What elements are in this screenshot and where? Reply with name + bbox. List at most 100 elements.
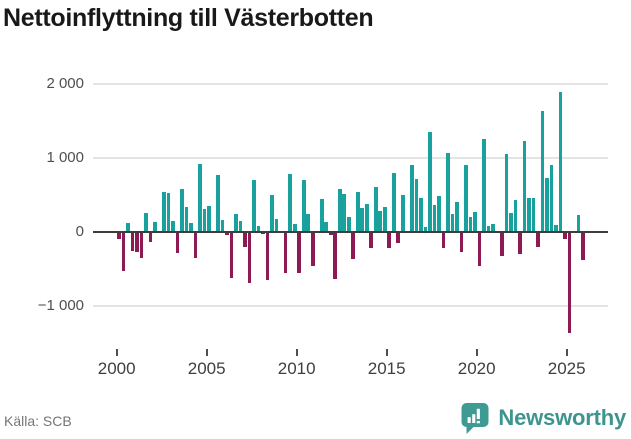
bar-2024-q3 xyxy=(558,92,563,232)
bar-2010-q2 xyxy=(301,180,306,232)
x-axis-label-2005: 2005 xyxy=(187,359,226,378)
x-axis-label-2000: 2000 xyxy=(97,359,136,378)
newsworthy-logo-icon xyxy=(461,403,489,434)
bar-2022-q2 xyxy=(518,231,522,255)
bar-2019-q1 xyxy=(459,231,464,252)
bar-2006-q2 xyxy=(229,231,234,279)
gridline--1000 xyxy=(93,304,608,307)
bar-2002-q4 xyxy=(166,192,171,232)
bar-2008-q1 xyxy=(261,231,265,234)
gridline-2000 xyxy=(93,83,608,86)
bar-2010-q4 xyxy=(310,231,315,266)
bar-2000-q4 xyxy=(130,231,135,251)
bar-2018-q3 xyxy=(450,213,455,232)
bar-2019-q3 xyxy=(468,217,473,232)
bar-2004-q2 xyxy=(193,231,198,259)
bar-2008-q4 xyxy=(274,219,279,232)
bar-2002-q1 xyxy=(153,221,157,232)
bar-2015-q3 xyxy=(396,231,401,244)
bar-2022-q1 xyxy=(513,199,518,232)
bar-2006-q3 xyxy=(234,213,238,232)
x-axis-label-2020: 2020 xyxy=(457,359,496,378)
y-axis-label--1000: −1 000 xyxy=(37,296,84,314)
bar-2022-q3 xyxy=(522,140,527,232)
gridline-1000 xyxy=(93,156,608,159)
bar-2019-q2 xyxy=(464,165,468,232)
bar-2010-q1 xyxy=(297,231,302,274)
bar-2003-q4 xyxy=(184,206,189,232)
bar-2005-q3 xyxy=(216,174,220,232)
bar-2020-q1 xyxy=(477,231,482,266)
bar-2012-q4 xyxy=(346,216,351,232)
bar-2021-q2 xyxy=(500,231,504,256)
x-axis-label-2025: 2025 xyxy=(547,359,586,378)
bar-2017-q2 xyxy=(428,131,432,232)
bar-2016-q2 xyxy=(410,164,414,232)
zero-axis-line xyxy=(93,230,608,233)
bar-2010-q3 xyxy=(306,213,311,232)
x-axis-label-2015: 2015 xyxy=(367,359,406,378)
bar-2022-q4 xyxy=(527,197,531,232)
x-axis-tick-2010 xyxy=(295,349,298,356)
newsworthy-logo-text: Newsworthy xyxy=(498,405,626,430)
bar-2018-q2 xyxy=(446,153,450,232)
bar-2009-q4 xyxy=(292,224,297,232)
bar-2004-q3 xyxy=(198,164,202,232)
bar-2011-q2 xyxy=(319,198,324,232)
bar-2025-q1 xyxy=(567,231,572,333)
y-axis-label-2000: 2 000 xyxy=(46,75,84,93)
bar-2018-q4 xyxy=(455,201,459,232)
bar-2025-q3 xyxy=(576,215,581,232)
bar-2013-q4 xyxy=(364,204,369,232)
bar-2013-q1 xyxy=(351,231,356,259)
bar-2000-q2 xyxy=(121,231,126,271)
x-axis-tick-2000 xyxy=(115,349,118,356)
bar-2001-q2 xyxy=(139,231,144,258)
source-note: Källa: SCB xyxy=(4,413,72,429)
bar-2023-q2 xyxy=(536,231,540,247)
bar-2002-q3 xyxy=(162,191,166,232)
bar-2016-q4 xyxy=(419,198,423,232)
bar-2017-q1 xyxy=(423,227,428,232)
bar-2014-q1 xyxy=(369,231,374,248)
bar-2021-q3 xyxy=(504,153,509,232)
bar-2008-q3 xyxy=(270,195,274,232)
x-axis-tick-2020 xyxy=(475,349,478,356)
bar-2013-q2 xyxy=(355,192,360,232)
bar-2015-q2 xyxy=(391,173,396,232)
bar-2015-q1 xyxy=(387,231,392,248)
newsworthy-branding: Newsworthy xyxy=(460,401,626,435)
bar-2003-q1 xyxy=(171,220,175,232)
bar-2001-q1 xyxy=(135,231,139,253)
bar-2018-q1 xyxy=(441,231,446,248)
chart-plot-area: 2 000 1 000 0 −1 000 2000 2005 2010 2015 2020 202… xyxy=(37,75,608,378)
bar-2007-q3 xyxy=(252,180,256,232)
bar-2012-q2 xyxy=(337,188,342,232)
bar-2023-q1 xyxy=(531,197,536,232)
x-axis-label-2010: 2010 xyxy=(277,359,316,378)
bar-2024-q4 xyxy=(563,231,567,240)
bar-2003-q3 xyxy=(180,188,184,232)
bar-2006-q1 xyxy=(225,231,229,235)
bar-2007-q4 xyxy=(256,226,261,232)
bar-2015-q4 xyxy=(400,195,405,232)
bar-2024-q1 xyxy=(549,164,554,232)
bar-2007-q2 xyxy=(247,231,252,284)
bar-2009-q3 xyxy=(288,174,292,232)
y-axis-label-0: 0 xyxy=(75,222,84,240)
bar-2023-q4 xyxy=(545,177,549,232)
bar-2006-q4 xyxy=(238,220,243,232)
bar-2004-q4 xyxy=(202,209,207,232)
bar-2005-q1 xyxy=(207,205,211,232)
x-axis-tick-2025 xyxy=(565,349,568,356)
bar-2017-q3 xyxy=(432,205,437,232)
bar-2007-q1 xyxy=(243,231,247,248)
bar-2023-q3 xyxy=(540,111,545,232)
bar-2011-q4 xyxy=(328,231,333,235)
bar-2012-q3 xyxy=(342,194,347,232)
bar-2008-q2 xyxy=(265,231,270,281)
bar-2004-q1 xyxy=(189,222,193,232)
bar-2016-q3 xyxy=(414,178,419,232)
bar-2013-q3 xyxy=(360,208,365,232)
